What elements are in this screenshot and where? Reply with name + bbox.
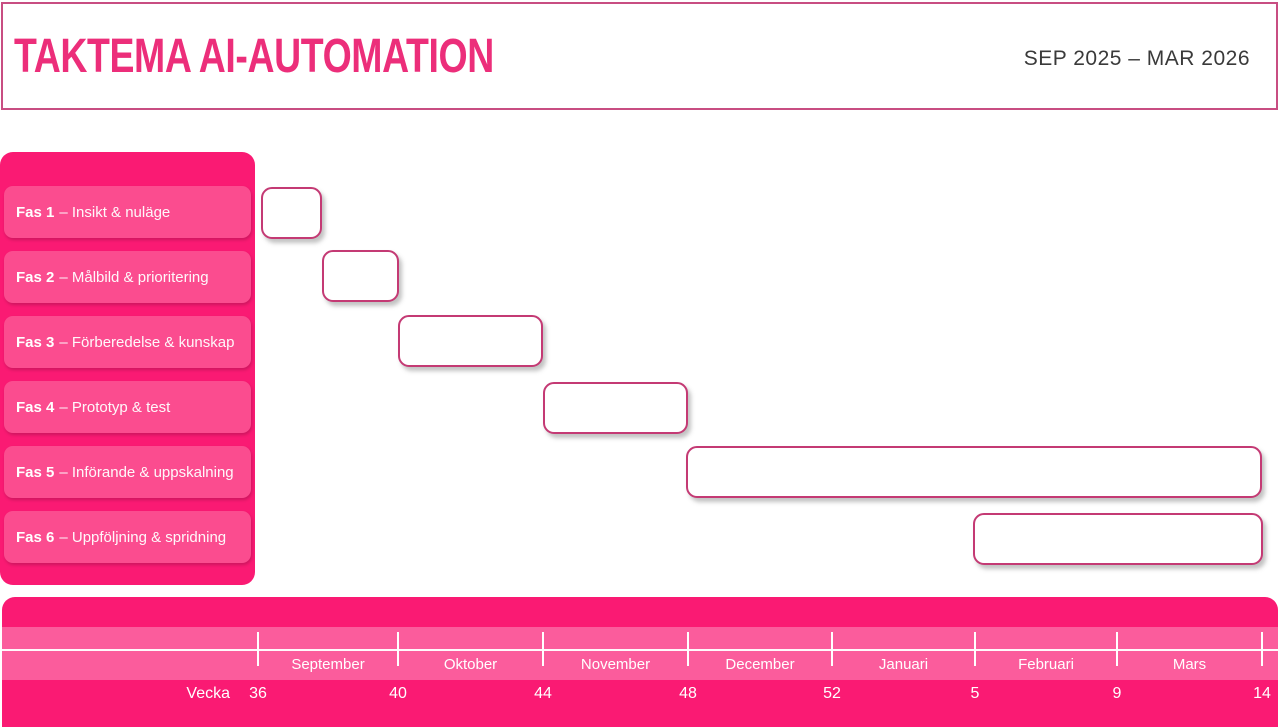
phase-row-2: Fas 2– Målbild & prioritering (4, 251, 251, 303)
month-label: December (725, 656, 795, 673)
phase-label: – Uppföljning & spridning (59, 528, 227, 546)
month-label: November (580, 656, 651, 673)
phase-label: – Förberedelse & kunskap (59, 333, 235, 351)
week-number: 44 (534, 685, 552, 702)
week-number: 5 (970, 685, 980, 702)
phase-row-1: Fas 1– Insikt & nuläge (4, 186, 251, 238)
gantt-bar-5 (686, 446, 1262, 498)
phase-row-5: Fas 5– Införande & uppskalning (4, 446, 251, 498)
month-label: Januari (878, 656, 929, 673)
date-range: SEP 2025 – MAR 2026 (1023, 47, 1250, 70)
gantt-bar-3 (398, 315, 543, 367)
week-tick (974, 632, 976, 666)
phase-number: Fas 4 (16, 398, 55, 416)
month-label: Mars (1172, 656, 1207, 673)
gantt-bar-4 (543, 382, 688, 434)
gantt-bar-6 (973, 513, 1263, 565)
week-tick (1261, 632, 1263, 666)
phase-label: – Målbild & prioritering (59, 268, 209, 286)
month-label: September (291, 656, 365, 673)
month-label: Februari (1018, 656, 1074, 673)
week-number: 14 (1253, 685, 1271, 702)
timeline-axis: Vecka 36 40 44 48 52 5 9 14 September Oktober Nove… (2, 597, 1278, 727)
week-number: 9 (1112, 685, 1122, 702)
week-axis-label: Vecka (186, 685, 230, 702)
phase-row-4: Fas 4– Prototyp & test (4, 381, 251, 433)
phase-row-6: Fas 6– Uppföljning & spridning (4, 511, 251, 563)
phase-number: Fas 1 (16, 203, 55, 221)
phase-number: Fas 6 (16, 528, 55, 546)
week-number: 40 (389, 685, 407, 702)
phase-label: – Införande & uppskalning (59, 463, 234, 481)
week-tick (257, 632, 259, 666)
month-band (2, 627, 1278, 680)
phase-number: Fas 5 (16, 463, 55, 481)
phase-row-3: Fas 3– Förberedelse & kunskap (4, 316, 251, 368)
gantt-bar-1 (261, 187, 322, 239)
month-label: Oktober (443, 656, 498, 673)
week-number: 48 (679, 685, 697, 702)
phase-label: – Insikt & nuläge (59, 203, 171, 221)
phase-number: Fas 3 (16, 333, 55, 351)
page-title: TAKTEMA AI-AUTOMATION (14, 29, 494, 83)
phase-label: – Prototyp & test (59, 398, 171, 416)
week-tick (542, 632, 544, 666)
week-number: 36 (249, 685, 267, 702)
week-number: 52 (823, 685, 841, 702)
gantt-bar-2 (322, 250, 399, 302)
week-tick (397, 632, 399, 666)
axis-baseline (2, 649, 1278, 651)
phase-number: Fas 2 (16, 268, 55, 286)
week-tick (831, 632, 833, 666)
week-tick (687, 632, 689, 666)
week-tick (1116, 632, 1118, 666)
header: TAKTEMA AI-AUTOMATION SEP 2025 – MAR 202… (1, 2, 1278, 110)
phase-list: Fas 1– Insikt & nuläge Fas 2– Målbild & p… (0, 152, 255, 585)
